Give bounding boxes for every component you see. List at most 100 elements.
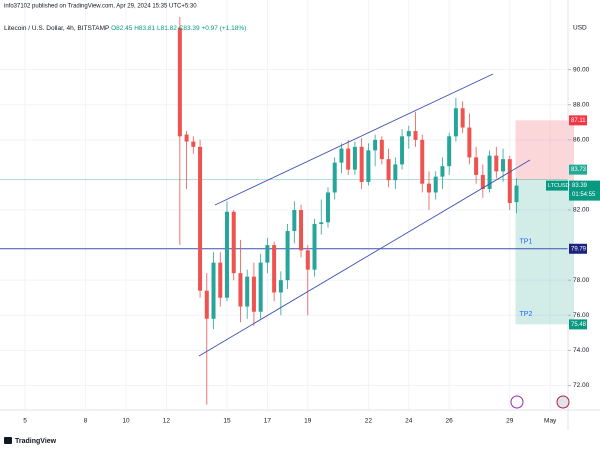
symbol-box — [546, 180, 568, 191]
ohlc-open: O82.45 — [111, 25, 133, 32]
last-price: 83.39 — [572, 183, 588, 189]
candle-body — [251, 276, 256, 312]
candle-body — [514, 185, 519, 203]
candle-body — [177, 27, 182, 137]
stop-label: 87.11 — [571, 118, 586, 124]
candle-body — [352, 146, 357, 170]
target-zone — [515, 179, 574, 325]
y-tick-label: 72.00 — [573, 382, 590, 389]
last-box — [569, 180, 600, 201]
y-tick-label: 78.00 — [573, 277, 590, 284]
x-tick-label: 24 — [405, 418, 413, 425]
candle-body — [359, 146, 364, 182]
y-axis-unit: USD — [573, 25, 587, 32]
entry-label-box — [569, 164, 587, 175]
candle-body — [278, 280, 283, 293]
x-tick-label: 10 — [122, 418, 130, 425]
candle-body — [366, 150, 371, 182]
y-tick-label: 86.00 — [573, 137, 590, 144]
candle-body — [447, 136, 452, 167]
candle-body — [420, 139, 425, 184]
x-tick-label: 22 — [365, 418, 373, 425]
x-tick-label: 5 — [23, 418, 27, 425]
x-tick-label: 17 — [264, 418, 272, 425]
candle-body — [312, 224, 317, 270]
candle-body — [184, 134, 189, 142]
candle-body — [299, 210, 304, 251]
stop-label-box — [569, 115, 587, 126]
candle-body — [460, 108, 465, 128]
ohlc-close: C83.39 — [179, 25, 200, 32]
grid — [0, 0, 568, 410]
candle-body — [238, 273, 243, 307]
ohlc-high: H83.81 — [134, 25, 155, 32]
x-tick-label: 26 — [446, 418, 454, 425]
candle-body — [272, 245, 277, 293]
candle-body — [393, 164, 398, 181]
candle-body — [406, 131, 411, 137]
candle-body — [191, 141, 196, 147]
candle-body — [325, 192, 330, 223]
x-tick-label: 15 — [223, 418, 231, 425]
tp2-price: 75.48 — [571, 322, 587, 328]
channel-upper — [214, 73, 494, 206]
candle-body — [346, 148, 351, 170]
stop-zone — [515, 120, 574, 180]
candle-body — [305, 250, 310, 270]
y-tick-label: 74.00 — [573, 347, 590, 354]
candle-body — [373, 139, 378, 151]
candle-body — [231, 211, 236, 274]
tp1-price: 79.79 — [571, 246, 587, 252]
candle-body — [285, 231, 290, 281]
candle-body — [204, 290, 209, 319]
candle-body — [319, 222, 324, 225]
labels: 72.00 74.00 76.00 78.00 82.00 86.00 88.00 90.00… — [23, 66, 600, 425]
symbol-label: LTCUSD — [548, 183, 570, 189]
x-tick-label: 8 — [84, 418, 88, 425]
x-tick-label: 29 — [506, 418, 514, 425]
candle-body — [211, 262, 216, 319]
candle-body — [198, 146, 203, 291]
tp2-label: TP2 — [520, 311, 533, 318]
candle-body — [467, 127, 472, 158]
footer-brand: TradingView — [15, 438, 57, 445]
x-tick-label: May — [544, 418, 557, 425]
candle-body — [218, 262, 223, 298]
levels — [0, 120, 574, 325]
candle-body — [292, 210, 297, 232]
candle-body — [480, 174, 485, 189]
channel-lower — [198, 159, 531, 357]
candle-body — [332, 162, 337, 193]
candle-body — [474, 157, 479, 175]
candle-body — [501, 159, 506, 172]
event-icon[interactable] — [556, 395, 570, 409]
candle-body — [453, 108, 458, 137]
y-tick-label: 88.00 — [573, 101, 590, 108]
candle-body — [507, 159, 512, 203]
y-tick-label: 76.00 — [573, 312, 590, 319]
candle-body — [487, 155, 492, 189]
header: info37102 published on TradingView.com, … — [4, 4, 197, 10]
candle-body — [224, 211, 229, 298]
candle-body — [440, 166, 445, 177]
candle-body — [245, 276, 250, 307]
y-tick-label: 82.00 — [573, 207, 590, 214]
candles — [177, 17, 519, 405]
symbol-title: Litecoin / U.S. Dollar, 4h, BITSTAMP — [4, 25, 109, 32]
countdown: 01:54:55 — [572, 192, 596, 198]
candle-body — [400, 136, 405, 165]
footer-logo — [4, 437, 12, 444]
candle-body — [433, 176, 438, 193]
legend: Litecoin / U.S. Dollar, 4h, BITSTAMP O82… — [4, 25, 246, 32]
y-tick-label: 90.00 — [573, 66, 590, 73]
candle-body — [426, 183, 431, 193]
candle-body — [339, 148, 344, 163]
candle-body — [379, 139, 384, 160]
ohlc-low: L81.82 — [157, 25, 177, 32]
event-icon[interactable] — [510, 395, 524, 409]
entry-label: 83.73 — [571, 167, 587, 173]
x-tick-label: 12 — [163, 418, 171, 425]
candle-body — [494, 155, 499, 172]
ohlc-change: +0.97 (+1.18%) — [201, 25, 246, 32]
